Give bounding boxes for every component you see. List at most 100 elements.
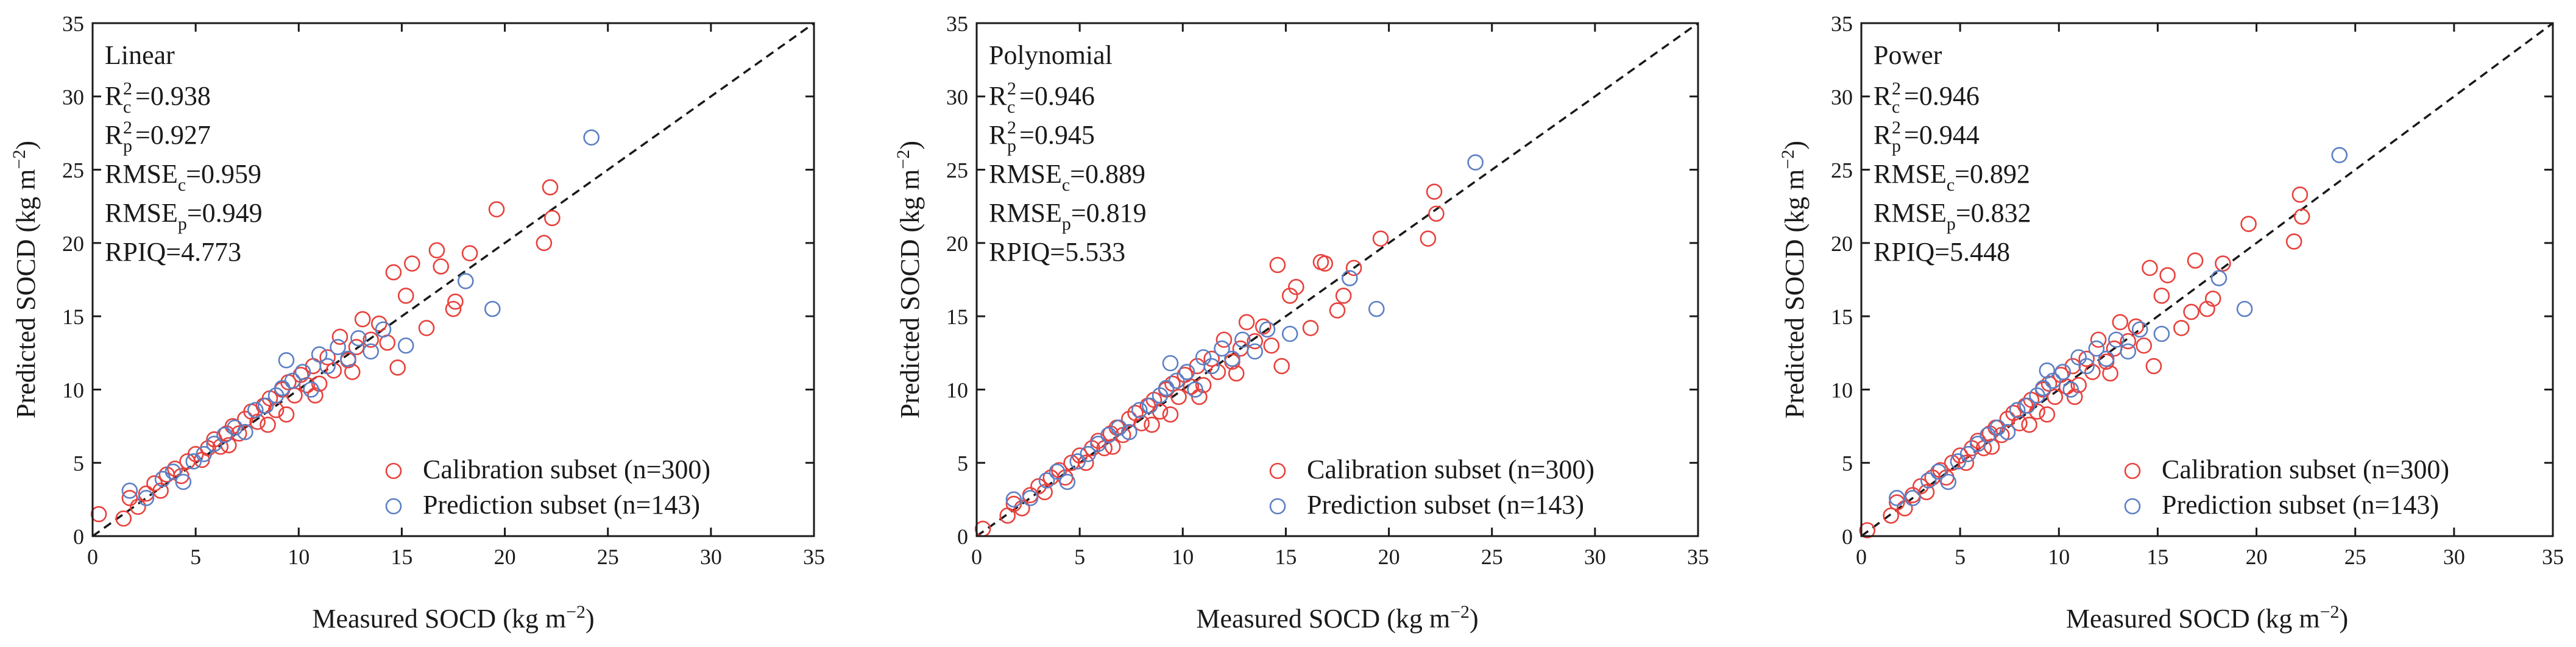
prediction-point (340, 350, 356, 367)
calibration-point (2153, 288, 2170, 304)
calibration-point (2039, 406, 2056, 423)
calibration-point (1281, 288, 1298, 304)
calibration-point (1999, 411, 2016, 427)
calibration-point (385, 264, 402, 281)
prediction-point (1141, 397, 1158, 414)
calibration-point (1170, 389, 1187, 405)
calibration-point (1133, 415, 1150, 432)
calibration-point (445, 300, 462, 317)
prediction-point (1970, 436, 1986, 452)
y-axis-title: Predicted SOCD (kg m−2) (9, 141, 41, 419)
x-tick-label: 10 (2048, 545, 2070, 569)
x-axis-title: Measured SOCD (kg m−2) (312, 602, 594, 634)
prediction-point (2236, 300, 2253, 317)
prediction-point (1999, 423, 2016, 440)
stat-line: R2 p =0.944 (1874, 118, 1980, 156)
prediction-point (457, 273, 474, 289)
stat-line: RPIQ=5.533 (989, 237, 1125, 267)
x-tick-label: 25 (597, 545, 619, 569)
calibration-point (1228, 365, 1245, 382)
prediction-point (1080, 445, 1096, 462)
stat-line: R2 p =0.927 (105, 118, 211, 156)
x-tick-label: 20 (1378, 545, 1400, 569)
prediction-point (1090, 436, 1106, 452)
y-tick-label: 10 (62, 378, 84, 402)
prediction-point (1059, 473, 1076, 490)
x-tick-label: 35 (803, 545, 825, 569)
prediction-point (1187, 381, 1203, 398)
calibration-point (319, 349, 336, 366)
x-tick-label: 25 (2344, 545, 2366, 569)
calibration-point (2102, 365, 2118, 382)
plot-frame (91, 22, 815, 537)
prediction-point (583, 129, 600, 146)
y-tick-label: 30 (946, 85, 968, 109)
prediction-point (227, 419, 243, 436)
prediction-point (121, 483, 138, 499)
calibration-point (428, 242, 445, 259)
y-tick-label: 5 (73, 451, 84, 476)
prediction-point (1224, 350, 1240, 367)
prediction-point (1195, 349, 1212, 366)
legend-label-prediction: Prediction subset (n=143) (2162, 490, 2439, 520)
x-tick-label: 30 (700, 545, 722, 569)
stat-line: RMSEp=0.819 (989, 198, 1147, 234)
prediction-point (1038, 472, 1055, 489)
calibration-point (2029, 403, 2045, 420)
prediction-point (1005, 491, 1022, 508)
calibration-point (2291, 186, 2309, 203)
calibration-point (397, 288, 414, 304)
stat-line: R2 c =0.946 (989, 79, 1095, 117)
x-tick-label: 30 (2443, 545, 2465, 569)
calibration-point (2021, 416, 2037, 433)
prediction-point (278, 352, 295, 369)
legend-marker-prediction (1269, 498, 1286, 515)
stat-line: RMSEc=0.892 (1874, 159, 2030, 195)
calibration-point (1883, 507, 1899, 524)
prediction-point (2045, 372, 2061, 389)
calibration-point (1254, 318, 1272, 335)
y-tick-label: 15 (946, 305, 968, 329)
y-tick-label: 30 (1831, 85, 1853, 109)
calibration-point (1312, 253, 1329, 270)
legend-label-prediction: Prediction subset (n=143) (1307, 490, 1584, 520)
calibration-point (1329, 302, 1346, 319)
prediction-point (196, 445, 212, 462)
calibration-point (2058, 378, 2075, 395)
prediction-point (1234, 331, 1251, 348)
prediction-point (2062, 381, 2079, 398)
calibration-point (348, 339, 365, 355)
y-tick-label: 15 (62, 305, 84, 329)
calibration-point (1203, 350, 1220, 367)
calibration-point (389, 359, 406, 376)
prediction-point (294, 364, 311, 380)
prediction-point (1259, 321, 1276, 338)
legend-marker-calibration (1269, 462, 1286, 479)
calibration-point (2011, 415, 2028, 432)
series-prediction (121, 129, 600, 506)
y-tick-label: 0 (1842, 525, 1853, 549)
stat-line: RPIQ=4.773 (105, 237, 241, 267)
legend-label-prediction: Prediction subset (n=143) (423, 490, 700, 520)
prediction-point (1203, 358, 1220, 375)
calibration-point (90, 506, 107, 523)
prediction-point (175, 473, 192, 490)
prediction-point (303, 381, 319, 398)
prediction-point (1889, 490, 1905, 506)
prediction-point (1111, 419, 1127, 436)
y-axis-title: Predicted SOCD (kg m−2) (893, 141, 925, 419)
legend-marker-prediction (385, 498, 402, 515)
prediction-point (2331, 147, 2348, 163)
prediction-point (1178, 364, 1195, 380)
series-prediction (1889, 147, 2348, 506)
prediction-point (1989, 419, 2006, 436)
prediction-point (1959, 445, 1976, 462)
calibration-point (121, 490, 138, 506)
prediction-point (2088, 340, 2105, 357)
x-tick-label: 35 (2542, 545, 2564, 569)
prediction-point (484, 300, 501, 317)
prediction-point (319, 358, 336, 375)
prediction-point (138, 490, 155, 506)
stat-line: RMSEp=0.949 (105, 198, 263, 234)
prediction-point (2019, 397, 2036, 414)
